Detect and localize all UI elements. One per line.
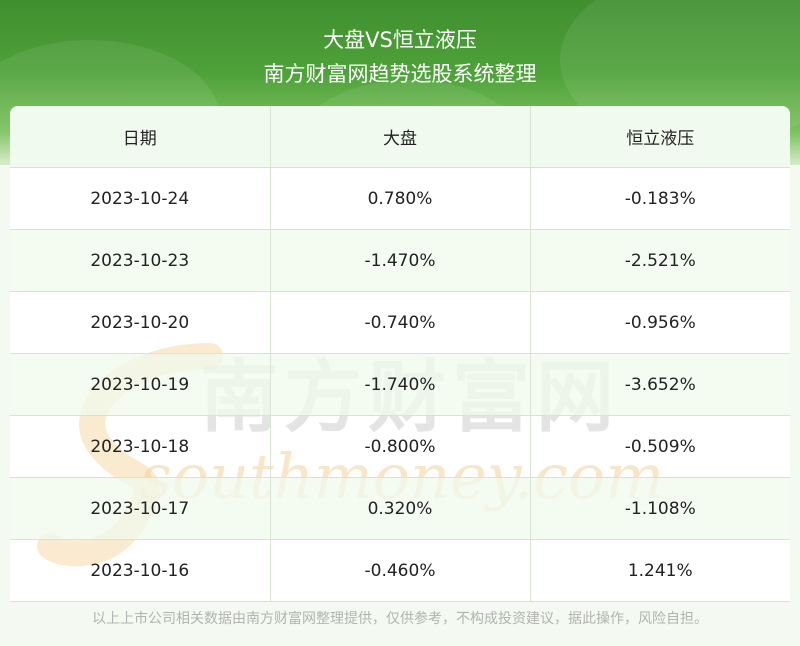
cell-date: 2023-10-16 (10, 539, 271, 602)
comparison-table-card: 南方财富网 southmoney.com 日期 大盘 恒立液压 2023-10-… (10, 106, 790, 602)
table-row: 2023-10-17 0.320% -1.108% (10, 477, 790, 540)
cell-date: 2023-10-23 (10, 229, 271, 292)
table-row: 2023-10-16 -0.460% 1.241% (10, 539, 790, 602)
cell-stock-change: -0.956% (530, 291, 790, 354)
page-title: 大盘VS恒立液压 (323, 28, 477, 52)
cell-market-change: -1.740% (270, 353, 531, 416)
column-header-date: 日期 (10, 106, 271, 168)
table-row: 2023-10-18 -0.800% -0.509% (10, 415, 790, 478)
cell-date: 2023-10-20 (10, 291, 271, 354)
cell-date: 2023-10-24 (10, 167, 271, 230)
cell-stock-change: -0.183% (530, 167, 790, 230)
cell-date: 2023-10-18 (10, 415, 271, 478)
comparison-table: 日期 大盘 恒立液压 2023-10-24 0.780% -0.183% 2023-1… (10, 106, 790, 602)
cell-stock-change: -3.652% (530, 353, 790, 416)
table-row: 2023-10-20 -0.740% -0.956% (10, 291, 790, 354)
cell-market-change: -1.470% (270, 229, 531, 292)
cell-market-change: 0.320% (270, 477, 531, 540)
table-row: 2023-10-24 0.780% -0.183% (10, 167, 790, 230)
cell-market-change: -0.800% (270, 415, 531, 478)
cell-stock-change: -1.108% (530, 477, 790, 540)
disclaimer-footer: 以上上市公司相关数据由南方财富网整理提供，仅供参考，不构成投资建议，据此操作，风… (92, 611, 708, 627)
cell-market-change: 0.780% (270, 167, 531, 230)
cell-stock-change: 1.241% (530, 539, 790, 602)
column-header-stock: 恒立液压 (530, 106, 790, 168)
cell-date: 2023-10-19 (10, 353, 271, 416)
table-row: 2023-10-19 -1.740% -3.652% (10, 353, 790, 416)
cell-stock-change: -0.509% (530, 415, 790, 478)
page-subtitle: 南方财富网趋势选股系统整理 (263, 62, 537, 86)
cell-market-change: -0.460% (270, 539, 531, 602)
column-header-market: 大盘 (270, 106, 531, 168)
cell-stock-change: -2.521% (530, 229, 790, 292)
cell-market-change: -0.740% (270, 291, 531, 354)
table-row: 2023-10-23 -1.470% -2.521% (10, 229, 790, 292)
table-header-row: 日期 大盘 恒立液压 (10, 106, 790, 168)
cell-date: 2023-10-17 (10, 477, 271, 540)
